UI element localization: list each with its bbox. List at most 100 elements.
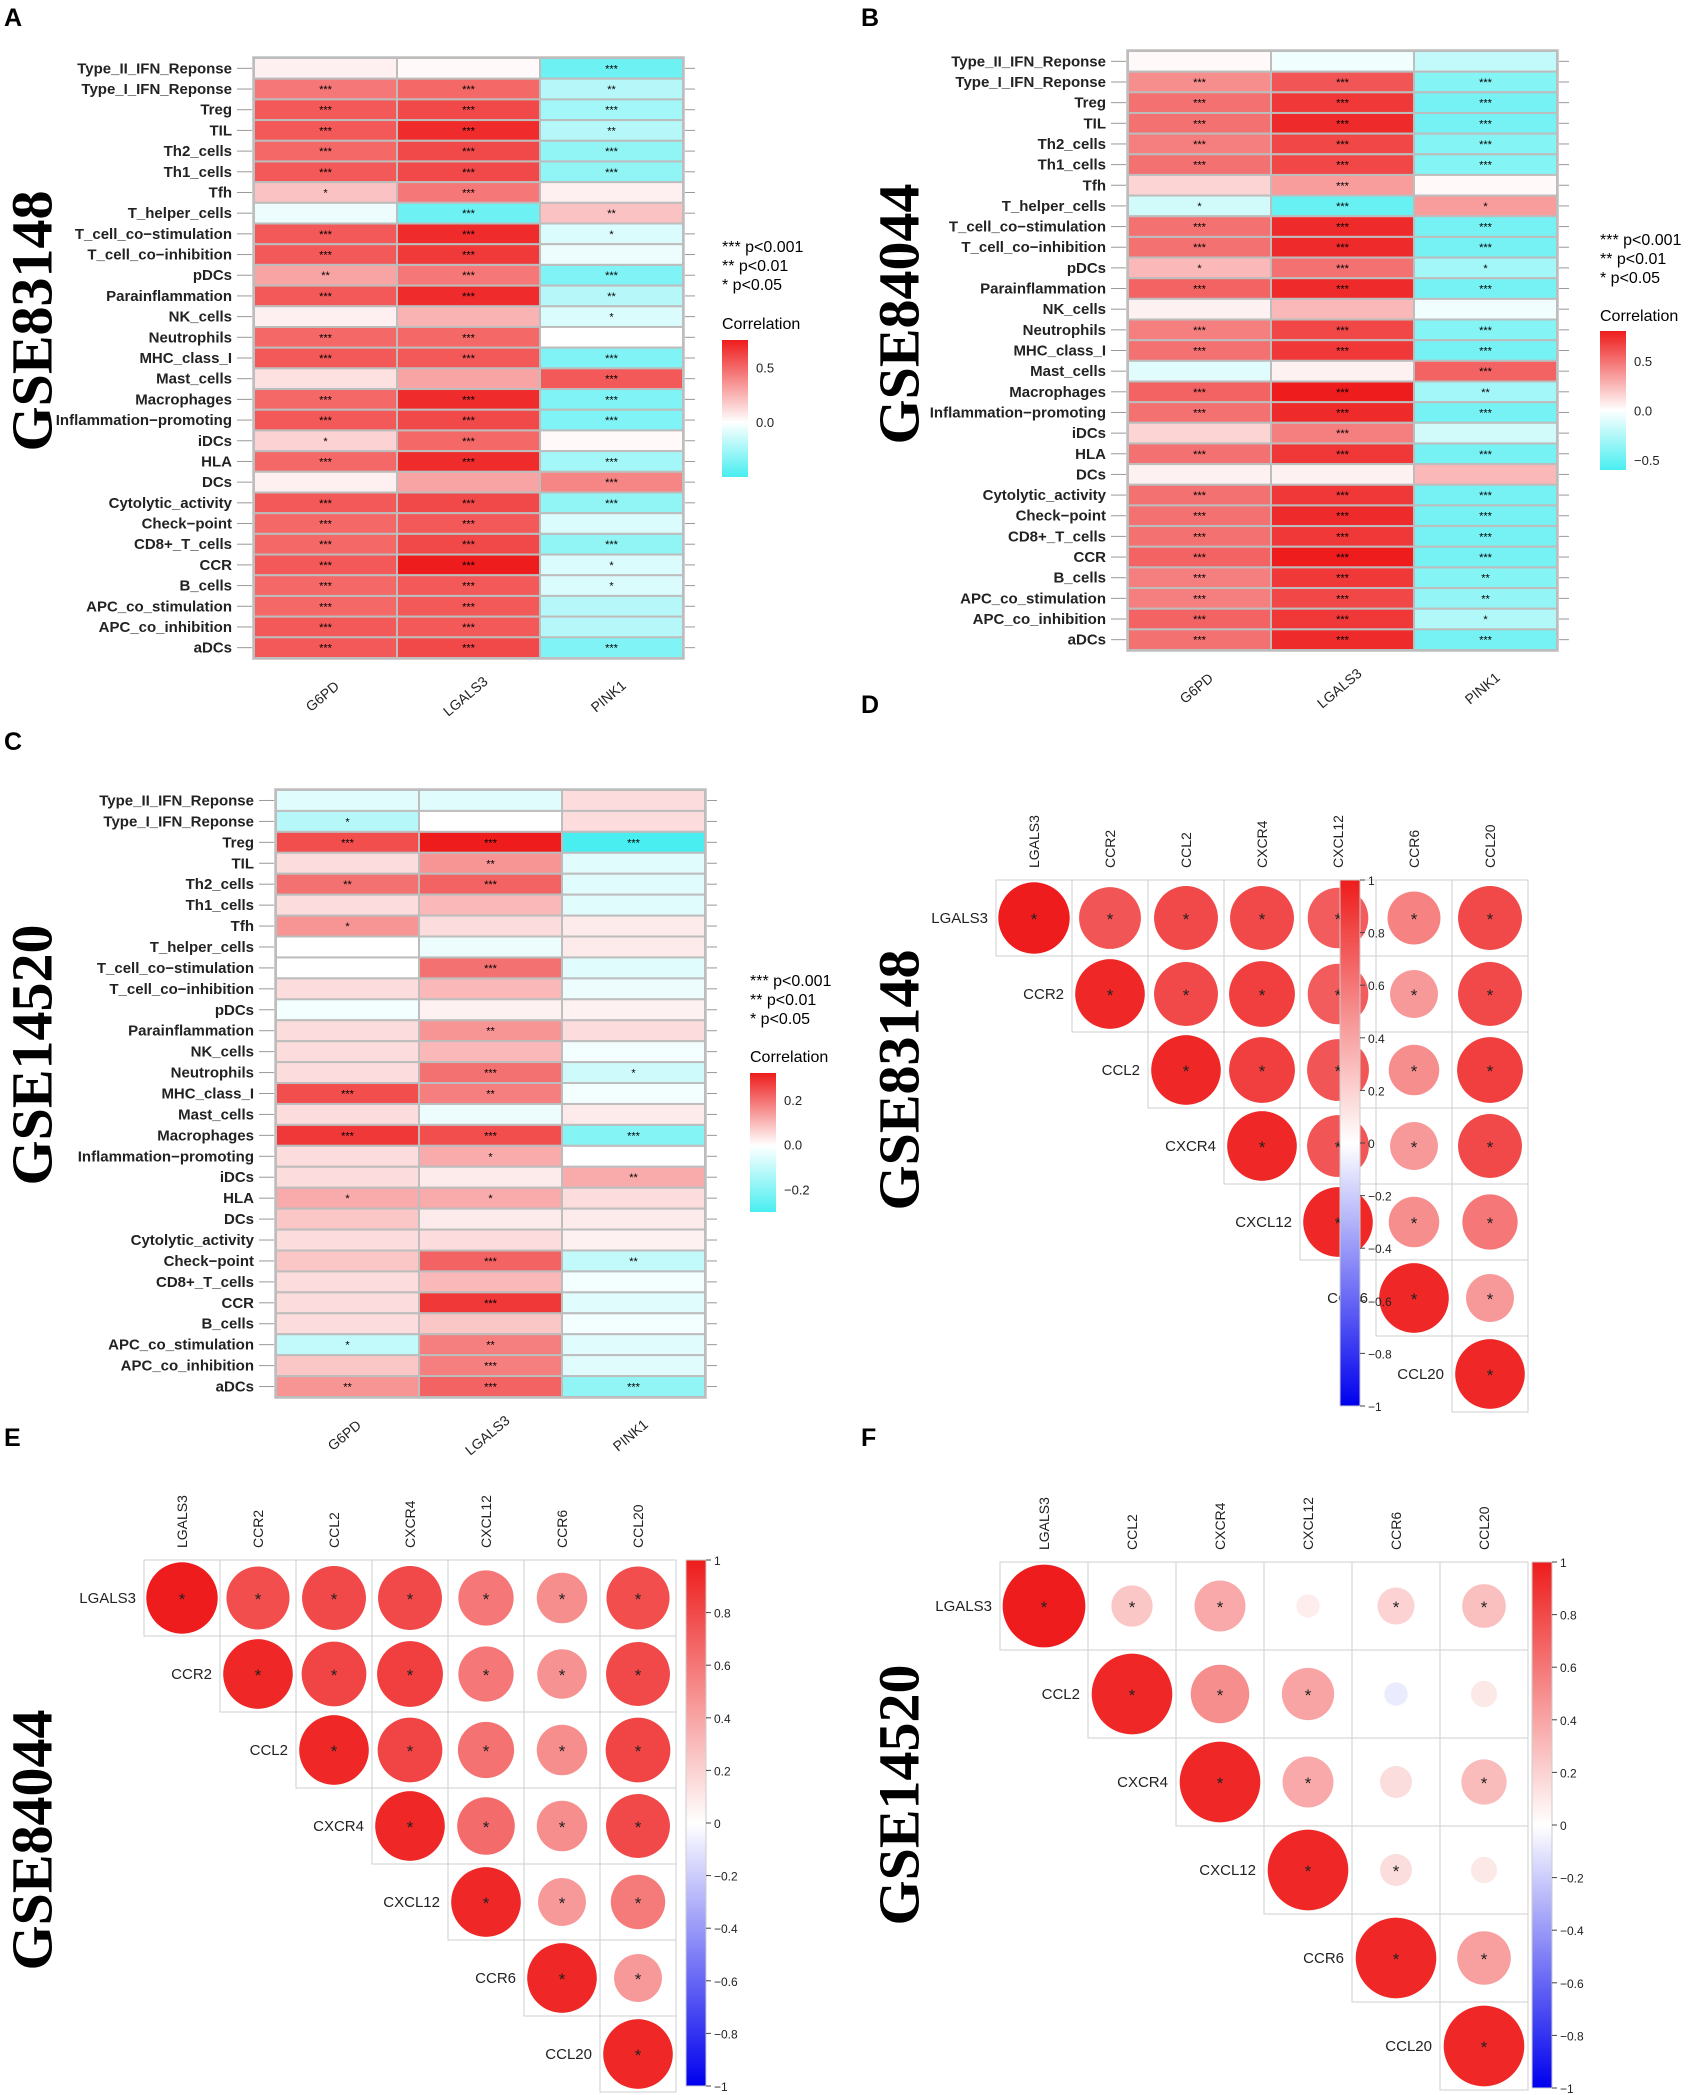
signif-star: * [483,1590,490,1609]
signif-star: * [635,1818,642,1837]
corr-circle [1470,1680,1498,1708]
signif-mark: *** [462,560,476,572]
row-label: aDCs [194,640,232,657]
x-label: G6PD [303,678,342,715]
corr-circle [1458,1114,1522,1178]
heat-cell [1127,359,1272,383]
signif-mark: *** [1193,407,1207,419]
corr-circle [1091,1653,1173,1735]
signif-mark: *** [462,187,476,199]
row-label: Inflammation−promoting [56,412,232,429]
row-label: T_cell_co−inhibition [87,247,232,264]
corr-circle [527,1943,597,2013]
row-label: Parainflammation [106,288,232,305]
colorbar-tick-label: −0.5 [1634,453,1660,468]
heat-cell [561,1102,706,1126]
colorbar [750,1073,776,1212]
signif-mark: ** [607,125,616,137]
signif-mark: *** [1336,573,1350,585]
signif-mark: *** [605,643,619,655]
row-label: CCR [1074,549,1107,566]
corr-circle [606,1794,670,1858]
signif-mark: *** [1479,325,1493,337]
signif-mark: *** [462,415,476,427]
heat-cell [275,1165,420,1189]
panel-label-d: D [861,691,880,719]
signif-mark: * [609,581,614,593]
row-label: Type_II_IFN_Reponse [99,792,254,809]
colorbar-tick-label: 0.2 [1560,1766,1577,1780]
corr-cell [1439,1913,1529,2003]
signif-star: * [1487,910,1494,929]
signif-mark: *** [605,539,619,551]
colorbar-title: Correlation [722,316,800,333]
signif-mark: *** [1193,449,1207,461]
signif-mark: *** [462,125,476,137]
x-label: LGALS3 [1314,665,1365,711]
row-label: CCL20 [1397,1366,1444,1383]
row-label: pDCs [1067,260,1106,277]
row-label: iDCs [198,433,232,450]
signif-mark: *** [1336,98,1350,110]
signif-star: * [559,1970,566,1989]
row-label: CXCL12 [1199,1862,1256,1879]
x-label: LGALS3 [440,673,491,719]
colorbar-tick-label: −1 [714,2080,728,2094]
signif-star: * [1335,1138,1342,1157]
heat-cell [253,305,398,328]
signif-mark: *** [319,601,333,613]
colorbar-tick-label: −0.4 [1560,1924,1584,1938]
colorbar-tick-label: −0.6 [714,1975,738,1989]
signif-mark: * [345,1340,350,1352]
signif-mark: *** [319,84,333,96]
corr-circle [1388,1044,1440,1096]
signif-mark: ** [607,291,616,303]
dataset-title-d: GSE83148 [866,949,932,1211]
signif-mark: *** [605,63,619,75]
corr-circle [1462,1194,1518,1250]
signif-star: * [255,1666,262,1685]
row-label: MHC_class_I [161,1086,254,1103]
signif-mark: *** [1336,593,1350,605]
heat-cell [253,367,398,391]
signif-mark: *** [319,622,333,634]
heat-cell [275,1312,420,1336]
heat-cell [418,1102,563,1126]
signif-legend-line: *** p<0.001 [1600,232,1682,249]
signif-mark: *** [1193,511,1207,523]
heat-cell [539,512,684,535]
signif-mark: *** [462,270,476,282]
heat-cell [418,1207,563,1231]
signif-mark: *** [462,394,476,406]
col-label: CXCR4 [1212,1502,1228,1550]
heat-cell [1413,628,1558,652]
panel-label-f: F [861,1424,877,1452]
signif-star: * [1481,1950,1488,1969]
row-label: Th1_cells [1038,157,1106,174]
x-label: LGALS3 [462,1412,513,1458]
signif-star: * [1481,2038,1488,2057]
row-label: Th2_cells [186,876,254,893]
signif-star: * [1041,1598,1048,1617]
heat-cell [418,789,563,812]
signif-mark: *** [462,601,476,613]
signif-star: * [483,1666,490,1685]
corr-circle [610,1874,666,1930]
heat-cell [561,1375,706,1399]
row-label: pDCs [193,267,232,284]
signif-mark: *** [1193,614,1207,626]
row-label: T_cell_co−stimulation [97,960,254,977]
signif-mark: *** [1479,366,1493,378]
heat-cell [561,1019,706,1043]
signif-mark: *** [1336,428,1350,440]
signif-mark: *** [1193,552,1207,564]
signif-mark: *** [1336,118,1350,130]
heat-cell [561,914,706,938]
corr-circle [538,1878,586,1926]
panel-label-b: B [861,4,880,32]
row-label: APC_co_stimulation [960,590,1106,607]
heat-cell [418,809,563,833]
signif-star: * [1487,1214,1494,1233]
row-label: NK_cells [169,309,232,326]
